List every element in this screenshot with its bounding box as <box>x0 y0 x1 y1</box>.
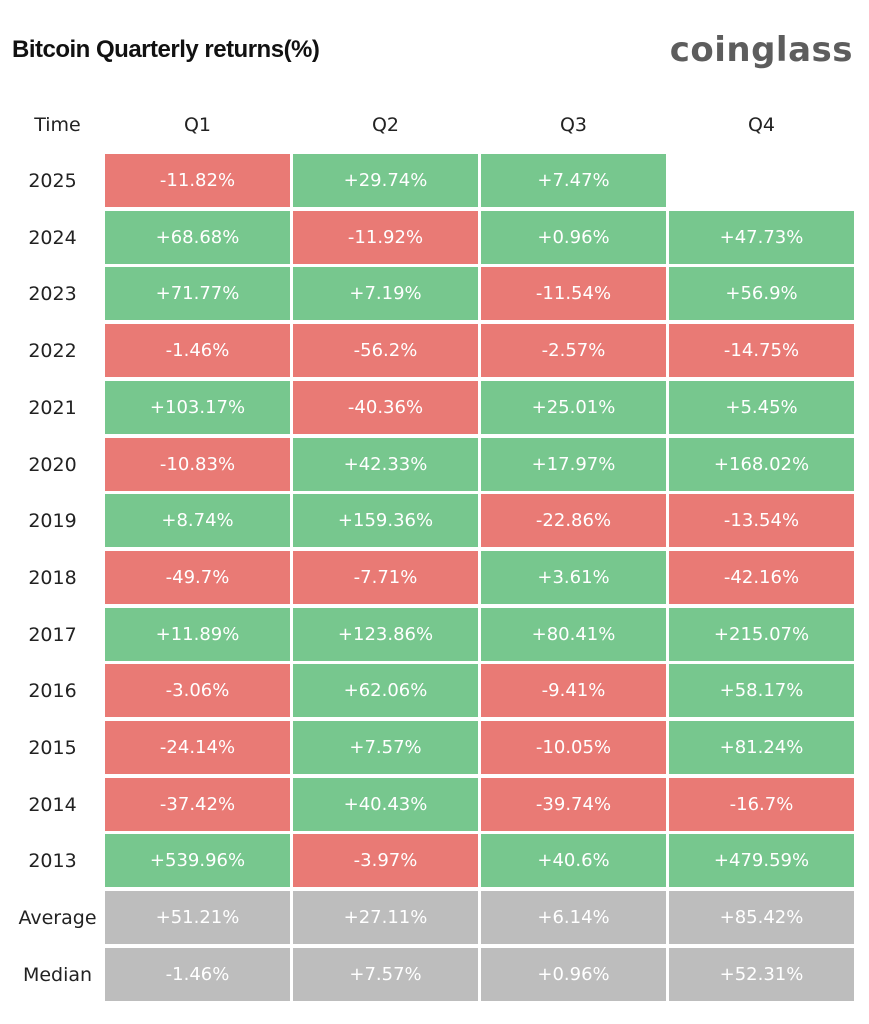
cell-2023-q4: +56.9% <box>669 267 854 320</box>
cell-2020-q3: +17.97% <box>481 438 666 491</box>
cell-2023-q2: +7.19% <box>293 267 478 320</box>
row-label-2015: 2015 <box>28 736 77 759</box>
cell-2022-q3: -2.57% <box>481 324 666 377</box>
cell-average-q3: +6.14% <box>481 891 666 944</box>
brand-logo: coinglass <box>669 30 853 70</box>
row-label-2017: 2017 <box>28 623 77 646</box>
cell-2013-q1: +539.96% <box>105 834 290 887</box>
row-label-2016: 2016 <box>28 679 77 702</box>
cell-2022-q4: -14.75% <box>669 324 854 377</box>
cell-2024-q4: +47.73% <box>669 211 854 264</box>
cell-2023-q1: +71.77% <box>105 267 290 320</box>
cell-2019-q1: +8.74% <box>105 494 290 547</box>
cell-2018-q1: -49.7% <box>105 551 290 604</box>
cell-median-q1: -1.46% <box>105 948 290 1001</box>
row-label-2021: 2021 <box>28 396 77 419</box>
cell-2013-q2: -3.97% <box>293 834 478 887</box>
cell-2014-q1: -37.42% <box>105 778 290 831</box>
cell-2018-q4: -42.16% <box>669 551 854 604</box>
row-label-2023: 2023 <box>28 282 77 305</box>
chart-title: Bitcoin Quarterly returns(%) <box>12 36 320 63</box>
cell-2016-q2: +62.06% <box>293 664 478 717</box>
cell-2014-q3: -39.74% <box>481 778 666 831</box>
cell-2013-q3: +40.6% <box>481 834 666 887</box>
cell-2017-q2: +123.86% <box>293 608 478 661</box>
header-q3: Q3 <box>559 114 588 136</box>
row-label-2013: 2013 <box>28 849 77 872</box>
row-label-2022: 2022 <box>28 339 77 362</box>
cell-2021-q3: +25.01% <box>481 381 666 434</box>
cell-2019-q3: -22.86% <box>481 494 666 547</box>
cell-2020-q1: -10.83% <box>105 438 290 491</box>
row-label-2019: 2019 <box>28 509 77 532</box>
cell-2019-q2: +159.36% <box>293 494 478 547</box>
cell-2025-q3: +7.47% <box>481 154 666 207</box>
cell-median-q2: +7.57% <box>293 948 478 1001</box>
cell-2019-q4: -13.54% <box>669 494 854 547</box>
row-label-2020: 2020 <box>28 453 77 476</box>
cell-median-q3: +0.96% <box>481 948 666 1001</box>
cell-2021-q2: -40.36% <box>293 381 478 434</box>
cell-2015-q1: -24.14% <box>105 721 290 774</box>
cell-2020-q4: +168.02% <box>669 438 854 491</box>
cell-2015-q2: +7.57% <box>293 721 478 774</box>
row-label-2014: 2014 <box>28 793 77 816</box>
row-label-2018: 2018 <box>28 566 77 589</box>
cell-2025-q2: +29.74% <box>293 154 478 207</box>
header-q1: Q1 <box>183 114 212 136</box>
cell-2013-q4: +479.59% <box>669 834 854 887</box>
header-time: Time <box>34 114 81 136</box>
cell-2024-q1: +68.68% <box>105 211 290 264</box>
cell-2016-q1: -3.06% <box>105 664 290 717</box>
cell-2020-q2: +42.33% <box>293 438 478 491</box>
cell-2024-q2: -11.92% <box>293 211 478 264</box>
cell-average-q2: +27.11% <box>293 891 478 944</box>
cell-2025-q1: -11.82% <box>105 154 290 207</box>
cell-2023-q3: -11.54% <box>481 267 666 320</box>
cell-2022-q2: -56.2% <box>293 324 478 377</box>
cell-2021-q4: +5.45% <box>669 381 854 434</box>
cell-2016-q4: +58.17% <box>669 664 854 717</box>
cell-2014-q4: -16.7% <box>669 778 854 831</box>
cell-2022-q1: -1.46% <box>105 324 290 377</box>
row-label-2024: 2024 <box>28 226 77 249</box>
cell-2014-q2: +40.43% <box>293 778 478 831</box>
cell-median-q4: +52.31% <box>669 948 854 1001</box>
cell-2017-q3: +80.41% <box>481 608 666 661</box>
header-q2: Q2 <box>371 114 400 136</box>
cell-2018-q2: -7.71% <box>293 551 478 604</box>
cell-2015-q4: +81.24% <box>669 721 854 774</box>
cell-2024-q3: +0.96% <box>481 211 666 264</box>
cell-2021-q1: +103.17% <box>105 381 290 434</box>
cell-average-q4: +85.42% <box>669 891 854 944</box>
row-label-average: Average <box>18 906 97 929</box>
row-label-2025: 2025 <box>28 169 77 192</box>
cell-average-q1: +51.21% <box>105 891 290 944</box>
returns-table: Time Q1 Q2 Q3 Q4 2025 -11.82% +29.74% +7.47% 2024… <box>0 98 869 1004</box>
cell-2015-q3: -10.05% <box>481 721 666 774</box>
cell-2017-q1: +11.89% <box>105 608 290 661</box>
header-q4: Q4 <box>747 114 776 136</box>
cell-2016-q3: -9.41% <box>481 664 666 717</box>
cell-2018-q3: +3.61% <box>481 551 666 604</box>
cell-2017-q4: +215.07% <box>669 608 854 661</box>
row-label-median: Median <box>22 963 93 986</box>
